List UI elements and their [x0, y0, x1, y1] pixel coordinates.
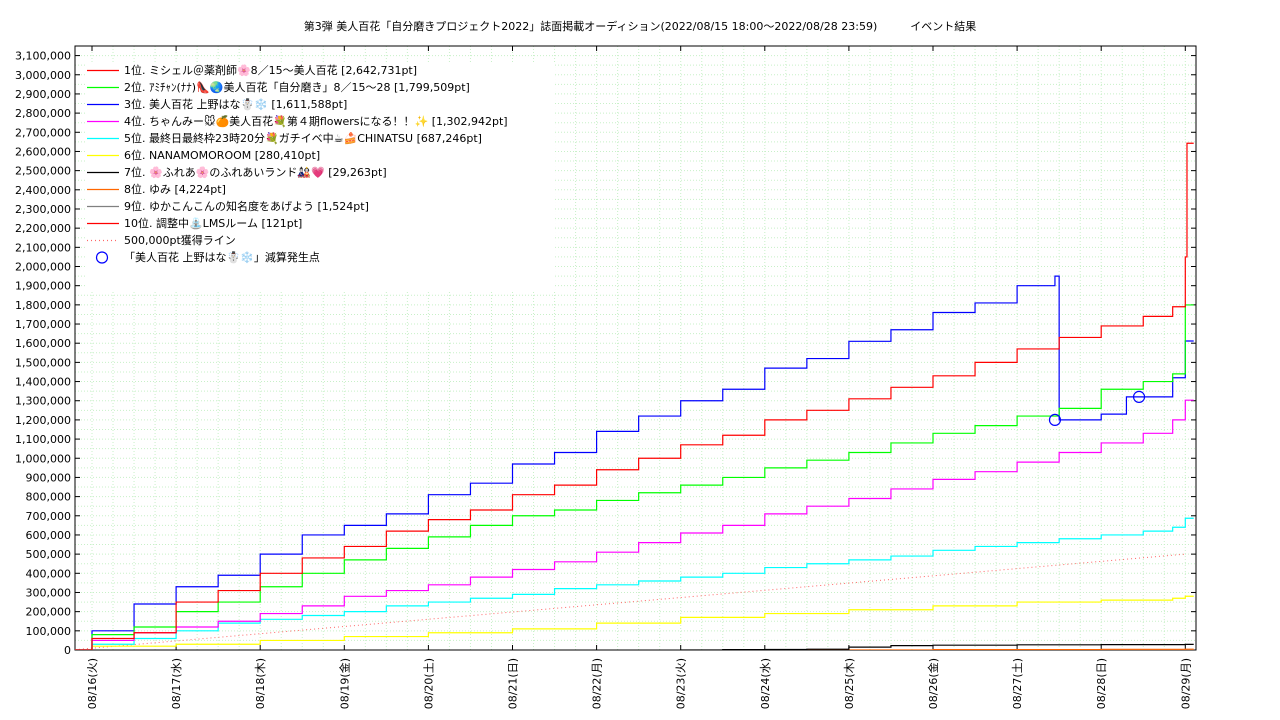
legend-label: 3位. 美人百花 上野はな☃️❄️ [1,611,588pt]: [124, 98, 348, 111]
y-tick-label: 300,000: [26, 586, 72, 599]
legend-label: 5位. 最終日最終枠23時20分💐ガチイベ中☕🍰CHINATSU [687,24…: [124, 132, 482, 145]
x-tick-label: 08/27(土): [1011, 658, 1024, 709]
legend-swatch: [87, 103, 119, 106]
x-tick-label: 08/16(火): [86, 658, 99, 709]
y-tick-label: 2,000,000: [15, 261, 71, 274]
y-tick-label: 1,700,000: [15, 318, 71, 331]
legend-swatch: [87, 120, 119, 123]
y-tick-label: 2,300,000: [15, 203, 71, 216]
y-tick-label: 2,200,000: [15, 222, 71, 235]
series-line: [75, 142, 1194, 650]
x-tick-label: 08/24(水): [759, 658, 772, 709]
legend-label: 7位. 🌸ふれあ🌸のふれあいランド🎎💗 [29,263pt]: [124, 166, 387, 179]
x-tick-label: 08/21(日): [507, 658, 520, 709]
x-tick-label: 08/20(土): [422, 658, 435, 709]
legend-label: 10位. 調整中⛲LMSルーム [121pt]: [124, 217, 303, 230]
y-tick-label: 1,000,000: [15, 452, 71, 465]
legend-swatch: [87, 188, 119, 191]
y-tick-label: 1,200,000: [15, 414, 71, 427]
decrease-marker: [1132, 390, 1146, 403]
x-tick-label: 08/18(木): [254, 658, 267, 709]
legend-swatch: [87, 86, 119, 89]
y-tick-label: 1,400,000: [15, 376, 71, 389]
x-tick-label: 08/29(月): [1179, 658, 1192, 709]
x-tick-label: 08/28(日): [1095, 658, 1108, 709]
legend-label: 6位. NANAMOMOROOM [280,410pt]: [124, 149, 321, 162]
legend-label: 2位. ｱﾐﾁｬﾝ(ﾅﾅ)👠🌏美人百花「自分磨き」8／15〜28 [1,799,…: [124, 81, 470, 94]
y-tick-label: 2,700,000: [15, 126, 71, 139]
y-tick-label: 700,000: [26, 510, 72, 523]
y-tick-label: 400,000: [26, 567, 72, 580]
series-line: [75, 275, 1194, 650]
y-tick-label: 100,000: [26, 625, 72, 638]
legend-label: 1位. ミシェル＠薬剤師🌸8／15〜美人百花 [2,642,731pt]: [124, 64, 418, 77]
x-tick-label: 08/19(金): [337, 658, 351, 709]
legend-label: 8位. ゆみ [4,224pt]: [124, 183, 226, 196]
y-tick-label: 1,800,000: [15, 299, 71, 312]
legend-swatch: [95, 251, 109, 264]
series-line: [75, 399, 1194, 650]
legend-swatch: [87, 239, 119, 242]
series-line: [680, 643, 1194, 650]
legend-label: 「美人百花 上野はな☃️❄️」減算発生点: [124, 251, 320, 264]
legend-label: 9位. ゆかこんこんの知名度をあげよう [1,524pt]: [124, 200, 369, 213]
series-line: [75, 517, 1194, 650]
legend-label: 500,000pt獲得ライン: [124, 234, 236, 247]
y-tick-label: 2,800,000: [15, 107, 71, 120]
y-tick-label: 2,400,000: [15, 184, 71, 197]
x-tick-label: 08/23(火): [675, 658, 688, 709]
y-tick-label: 200,000: [26, 606, 72, 619]
y-tick-label: 800,000: [26, 491, 72, 504]
y-tick-label: 1,600,000: [15, 337, 71, 350]
y-tick-label: 900,000: [26, 471, 72, 484]
series-line: [75, 304, 1194, 650]
y-tick-label: 600,000: [26, 529, 72, 542]
x-tick-label: 08/25(木): [843, 658, 856, 709]
decrease-marker: [1048, 413, 1062, 427]
y-tick-label: 1,100,000: [15, 433, 71, 446]
y-tick-label: 1,500,000: [15, 356, 71, 369]
y-tick-label: 1,900,000: [15, 280, 71, 293]
y-tick-label: 3,100,000: [15, 50, 71, 63]
legend-swatch: [87, 222, 119, 225]
y-tick-label: 2,100,000: [15, 241, 71, 254]
y-tick-label: 1,300,000: [15, 395, 71, 408]
legend-swatch: [87, 137, 119, 140]
y-tick-label: 2,600,000: [15, 145, 71, 158]
legend-swatch: [87, 171, 119, 174]
legend-swatch: [87, 69, 119, 72]
y-tick-label: 3,000,000: [15, 69, 71, 82]
y-tick-label: 2,900,000: [15, 88, 71, 101]
x-tick-label: 08/22(月): [591, 658, 604, 709]
legend-label: 4位. ちゃんみー🐭🍊美人百花💐第４期flowersになる！！✨ [1,302,…: [124, 115, 508, 128]
legend-swatch: [87, 154, 119, 157]
y-tick-label: 2,500,000: [15, 165, 71, 178]
x-tick-label: 08/26(金): [926, 658, 940, 709]
reference-line: [75, 553, 1186, 650]
y-tick-label: 0: [64, 644, 71, 657]
series-line: [764, 648, 1194, 650]
legend-swatch: [87, 205, 119, 208]
plot-frame: [74, 45, 1197, 651]
x-tick-label: 08/17(水): [170, 658, 183, 709]
series-line: [75, 595, 1194, 650]
chart-legend: 1位. ミシェル＠薬剤師🌸8／15〜美人百花 [2,642,731pt] 2位. …: [85, 62, 555, 292]
y-tick-label: 500,000: [26, 548, 72, 561]
chart-title: 第3弾 美人百花「自分磨きプロジェクト2022」誌面掲載オーディション(2022…: [303, 20, 977, 33]
